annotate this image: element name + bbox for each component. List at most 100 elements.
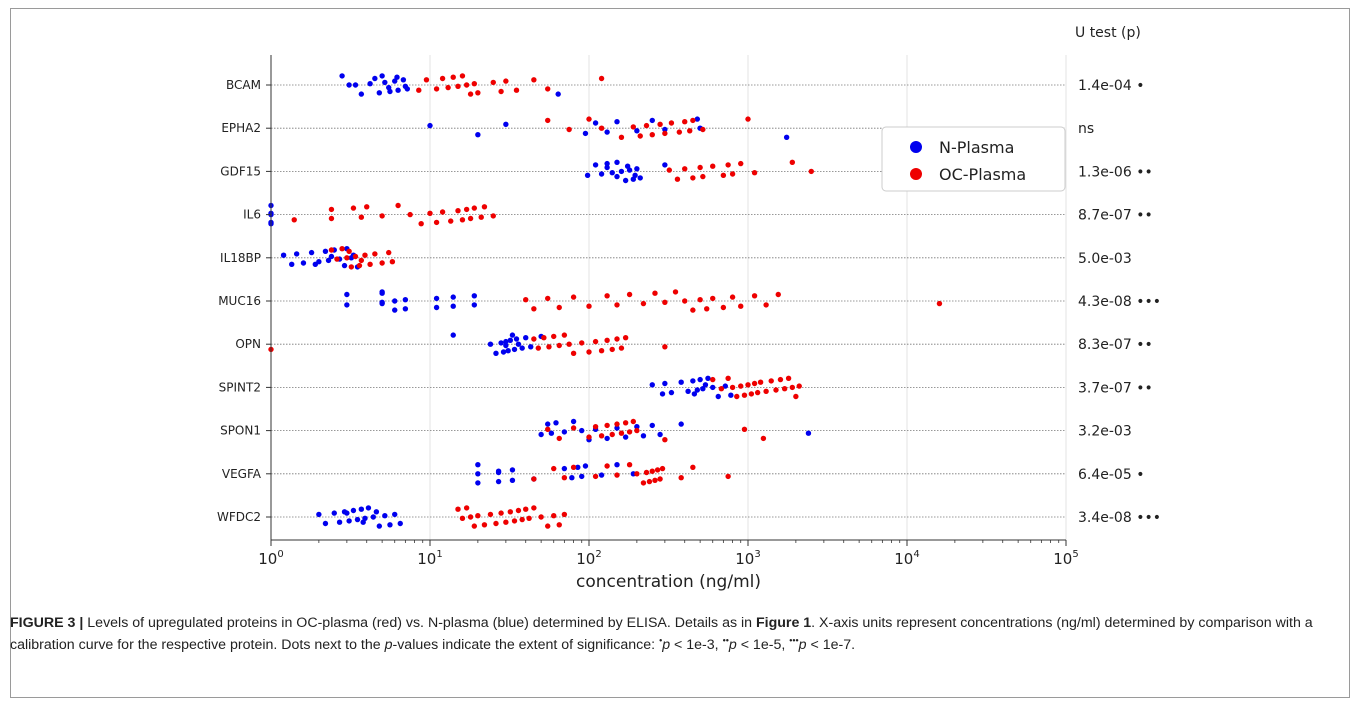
data-point (592, 162, 599, 168)
data-point (768, 378, 774, 384)
stat-value: 8.3e-07 •• (1078, 337, 1153, 353)
figure-caption: FIGURE 3 | Levels of upregulated protein… (10, 612, 1330, 656)
data-point (741, 426, 748, 432)
data-point (509, 477, 516, 483)
data-point (657, 431, 663, 438)
data-point (748, 391, 755, 397)
data-point (322, 520, 329, 527)
data-point (392, 307, 398, 313)
data-point (463, 505, 470, 511)
data-point (455, 208, 461, 214)
data-point (503, 342, 509, 349)
data-point (751, 170, 758, 176)
data-point (662, 437, 668, 443)
data-point (478, 214, 484, 220)
data-point (352, 253, 359, 260)
data-point (757, 379, 764, 385)
data-point (367, 81, 373, 87)
data-point (622, 335, 629, 341)
data-point (690, 175, 696, 181)
data-point (561, 332, 568, 338)
data-point (657, 121, 663, 128)
data-point (556, 342, 562, 349)
data-point (697, 164, 703, 171)
row-label: IL6 (243, 208, 261, 222)
data-point (659, 391, 666, 397)
data-point (322, 248, 329, 254)
data-point (690, 307, 696, 313)
data-point (690, 378, 696, 384)
data-point (575, 464, 581, 470)
data-point (668, 389, 675, 396)
data-point (339, 246, 345, 252)
data-point (418, 221, 424, 227)
data-point (467, 514, 474, 520)
data-point (624, 163, 631, 169)
data-point (556, 304, 562, 311)
caption-label: FIGURE 3 | (10, 615, 84, 631)
data-point (439, 209, 446, 215)
data-point (662, 299, 668, 305)
data-point (475, 480, 481, 486)
x-tick-label: 104 (894, 549, 919, 568)
data-point (339, 73, 345, 79)
data-point (643, 122, 650, 129)
data-point (433, 219, 440, 226)
data-point (751, 293, 758, 299)
data-point (382, 79, 388, 86)
data-point (630, 418, 637, 425)
data-point (808, 168, 814, 175)
data-point (523, 335, 529, 341)
data-point (467, 91, 474, 97)
data-point (738, 383, 744, 389)
data-point (789, 384, 796, 391)
data-point (725, 162, 731, 168)
data-point (352, 82, 359, 88)
data-point (487, 511, 494, 518)
data-point (498, 510, 504, 516)
legend-box (881, 126, 1066, 192)
data-point (471, 523, 478, 529)
data-point (487, 341, 494, 347)
data-point (694, 387, 701, 393)
data-point (598, 348, 605, 354)
data-point (618, 134, 625, 140)
data-point (495, 478, 502, 485)
data-point (362, 252, 368, 258)
data-point (728, 392, 734, 398)
data-point (614, 421, 620, 427)
data-point (666, 167, 673, 173)
data-point (662, 344, 668, 350)
data-point (365, 505, 372, 511)
data-point (760, 435, 767, 442)
data-point (475, 471, 481, 477)
data-point (570, 418, 577, 425)
data-point (598, 171, 605, 177)
data-point (400, 77, 407, 83)
data-point (622, 177, 629, 184)
data-point (498, 88, 504, 95)
data-point (604, 293, 610, 299)
data-point (773, 387, 779, 393)
data-point (614, 173, 620, 180)
data-points (268, 73, 943, 529)
data-point (531, 306, 537, 312)
data-point (640, 480, 647, 486)
data-point (346, 518, 352, 524)
row-labels: BCAM EPHA2 GDF15 IL6 IL18BP MUC16 OPN SPINT2 SPO… (217, 78, 262, 524)
data-point (700, 126, 706, 133)
data-point (364, 204, 370, 210)
data-point (360, 519, 366, 525)
axes: 100 101 102 103 104 105 concentration (ng/ml) (258, 55, 1079, 592)
data-point (433, 304, 440, 311)
data-point (604, 422, 610, 429)
data-point (513, 87, 520, 93)
data-point (618, 430, 625, 436)
data-point (700, 173, 706, 180)
data-point (471, 302, 478, 308)
legend: N-Plasma OC-Plasma (881, 126, 1066, 192)
data-point (646, 478, 653, 485)
sig1-rest: < 1e-3, (670, 637, 723, 653)
data-point (503, 519, 509, 525)
data-point (358, 91, 365, 97)
